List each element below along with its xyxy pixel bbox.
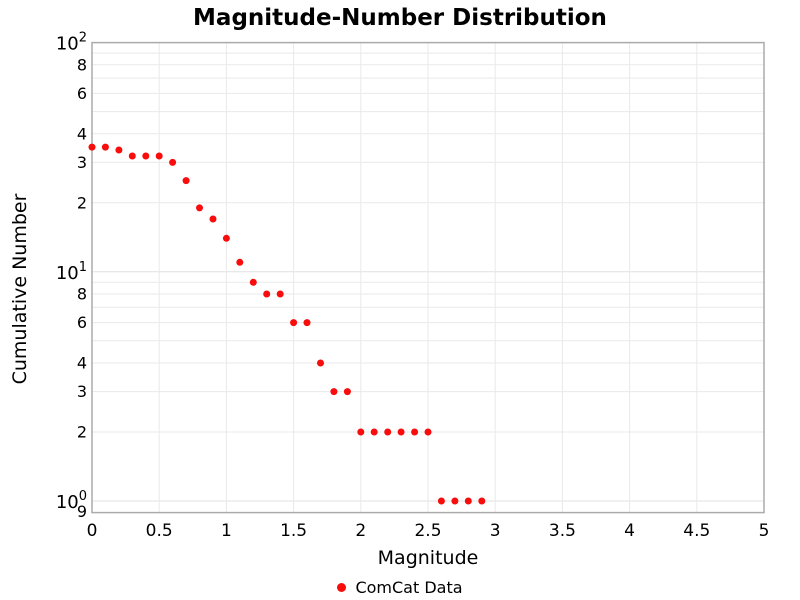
data-point	[182, 177, 190, 185]
x-tick-label: 1.5	[280, 521, 307, 541]
y-tick-label: 101	[56, 260, 87, 284]
data-point	[397, 428, 405, 436]
data-point	[169, 158, 177, 166]
y-tick-label: 9	[77, 502, 87, 521]
legend-label: ComCat Data	[355, 577, 463, 597]
y-tick-label: 2	[77, 423, 87, 442]
data-point	[317, 359, 324, 367]
data-point	[330, 388, 338, 396]
y-tick-label: 4	[77, 124, 87, 143]
x-tick-label: 5	[759, 521, 770, 541]
data-point	[209, 215, 217, 223]
data-point	[222, 234, 230, 242]
legend-marker-icon	[337, 582, 347, 592]
data-point	[276, 290, 284, 298]
y-tick-label: 8	[77, 55, 87, 74]
data-point	[128, 152, 136, 160]
y-axis-title: Cumulative Number	[9, 193, 31, 385]
legend-item-comcat[interactable]: ComCat Data	[337, 577, 463, 597]
data-point	[236, 258, 244, 266]
data-point	[370, 428, 378, 436]
data-point	[142, 152, 150, 160]
plot-frame	[91, 41, 765, 514]
data-point	[411, 428, 419, 436]
y-tick-label: 102	[56, 31, 87, 55]
data-point	[101, 143, 109, 151]
x-tick-label: 4.5	[683, 521, 710, 541]
x-tick-label: 4	[624, 521, 635, 541]
y-tick-label: 8	[77, 285, 87, 304]
x-tick-label: 2.5	[414, 521, 441, 541]
x-axis-title: Magnitude	[377, 547, 479, 569]
data-point	[464, 497, 472, 505]
y-tick-label: 6	[77, 313, 87, 332]
x-tick-label: 0.5	[146, 521, 173, 541]
data-point	[478, 497, 486, 505]
chart-title: Magnitude-Number Distribution	[193, 5, 607, 31]
y-tick-label: 3	[77, 382, 87, 401]
data-point	[343, 388, 351, 396]
x-tick-label: 2	[355, 521, 366, 541]
data-point	[196, 204, 203, 212]
data-point	[424, 428, 432, 436]
x-tick-label: 1	[221, 521, 232, 541]
data-point	[88, 143, 96, 151]
x-tick-label: 3	[490, 521, 501, 541]
data-point	[303, 319, 311, 327]
y-tick-label: 3	[77, 153, 87, 172]
data-point	[290, 319, 298, 327]
data-point	[451, 497, 459, 505]
data-point	[115, 146, 123, 154]
x-tick-label: 0	[87, 521, 98, 541]
data-point	[263, 290, 271, 298]
data-point	[357, 428, 365, 436]
data-point	[155, 152, 163, 160]
y-tick-label: 6	[77, 84, 87, 103]
y-tick-label: 4	[77, 354, 87, 373]
y-tick-label: 2	[77, 193, 87, 212]
data-point	[249, 278, 257, 286]
legend: ComCat Data	[0, 575, 800, 599]
data-point	[384, 428, 392, 436]
x-tick-label: 3.5	[549, 521, 576, 541]
data-point	[437, 497, 445, 505]
